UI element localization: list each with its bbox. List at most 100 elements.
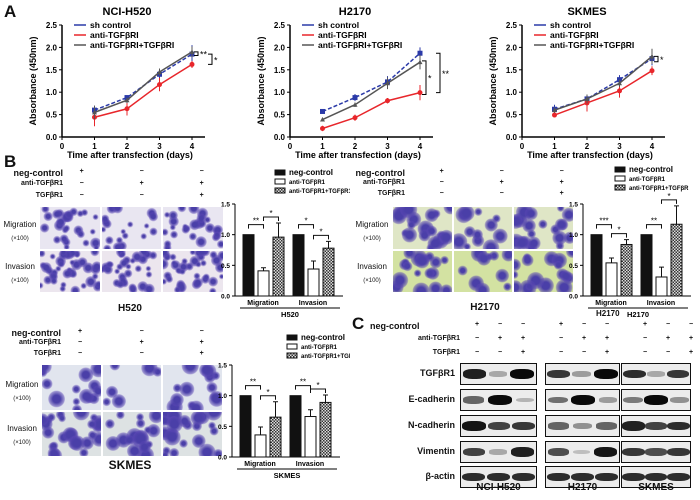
y-tick-label: 0.5 — [218, 424, 227, 431]
y-tick-label: 2.5 — [46, 21, 58, 30]
band — [667, 421, 690, 431]
band — [669, 397, 690, 403]
error-bar — [273, 401, 278, 418]
condition-mark: + — [77, 328, 83, 335]
x-tick-label: 2 — [585, 142, 590, 151]
condition-mark: − — [77, 339, 83, 346]
significance-label: * — [316, 381, 319, 390]
micrograph-migration — [101, 207, 162, 249]
bar-chart-skmes: 0.00.51.01.5***Migration** *InvasionSKMES… — [218, 333, 350, 480]
label: Migration — [355, 220, 389, 229]
condition-label: anti-TGFβR1 — [19, 339, 61, 346]
band — [512, 472, 535, 482]
significance-label: * — [617, 226, 620, 235]
condition-mark: − — [139, 192, 144, 199]
condition-label: TGFβR1 — [377, 190, 405, 197]
micrograph-migration — [42, 365, 101, 410]
data-point — [617, 80, 622, 86]
band — [644, 395, 669, 405]
micrograph-migration — [393, 207, 452, 249]
blot-actin — [460, 466, 537, 488]
micrograph-migration — [163, 365, 222, 410]
significance-bracket — [295, 385, 311, 390]
y-axis-label: Absorbance (450nm) — [28, 36, 38, 125]
micrograph-migration — [163, 207, 223, 249]
data-point — [189, 61, 195, 67]
band — [666, 369, 690, 379]
significance-bracket — [436, 52, 441, 94]
bar-negcontrol — [590, 234, 603, 297]
band — [488, 421, 511, 431]
condition-mark: − — [688, 321, 694, 328]
error-bar — [276, 222, 281, 238]
series-line-2 — [554, 55, 653, 111]
condition-label: TGFβR1 — [35, 192, 63, 199]
significance-bracket — [422, 60, 427, 95]
bar-antitgfr — [655, 276, 668, 297]
band — [571, 395, 596, 405]
band — [512, 421, 535, 431]
micrographs-h520 — [40, 207, 223, 292]
data-point — [385, 98, 390, 104]
bar-antitgfr — [254, 434, 267, 458]
bar-negcontrol — [289, 395, 302, 458]
band — [487, 395, 512, 405]
legend-swatch — [614, 166, 626, 173]
x-tick-label: 4 — [190, 142, 195, 151]
significance-label: ** — [253, 217, 259, 226]
condition-mark: + — [139, 180, 144, 187]
micrograph-invasion — [514, 250, 573, 292]
legend-swatch — [286, 352, 298, 359]
significance-bracket — [194, 51, 199, 56]
data-point — [352, 102, 358, 107]
band — [644, 472, 668, 482]
y-tick-label: 2.0 — [274, 43, 286, 52]
micrograph-invasion — [163, 411, 222, 456]
data-point — [417, 59, 423, 65]
y-axis-label: Absorbance (450nm) — [488, 36, 498, 125]
condition-label: TGFβR1 — [33, 350, 61, 357]
row-label-migration: Migration (×100) — [2, 380, 42, 402]
legend-label: anti-TGFβRI+TGFβRI — [318, 40, 402, 50]
error-bar — [624, 239, 629, 245]
blot-tgfr1 — [621, 363, 691, 385]
band — [622, 447, 645, 457]
condition-mark: + — [581, 335, 587, 342]
significance-label: * — [319, 227, 322, 236]
band — [598, 397, 618, 403]
condition-mark: − — [199, 328, 204, 335]
data-point — [649, 68, 655, 74]
band — [547, 396, 569, 404]
band — [515, 397, 534, 403]
data-point — [584, 96, 590, 101]
condition-mark: − — [139, 328, 144, 335]
band — [462, 472, 485, 482]
x-axis-label: Time after transfection (days) — [527, 150, 653, 160]
micrographs-skmes — [42, 365, 222, 456]
condition-mark: − — [558, 349, 564, 356]
significance-bracket — [654, 55, 659, 63]
error-bar — [308, 409, 313, 417]
condition-mark: − — [497, 321, 503, 328]
series-line-0 — [94, 53, 193, 111]
blot-ecadherin — [621, 389, 691, 411]
legend-label: anti-TGFβRI+TGFβRI — [90, 40, 174, 50]
legend-swatch — [614, 184, 626, 191]
condition-mark: − — [665, 349, 671, 356]
error-bar — [609, 257, 614, 263]
condition-label: neg-control — [370, 321, 420, 331]
magnification: (×100) — [13, 440, 31, 446]
legend-swatch — [286, 334, 298, 341]
significance-label: ** — [300, 378, 306, 387]
x-tick-label: 2 — [353, 142, 358, 151]
row-label-invasion: Invasion (×100) — [352, 262, 392, 284]
bar-antitgfr — [605, 262, 618, 297]
blot-tgfr1 — [460, 363, 537, 385]
x-axis-label: Time after transfection (days) — [67, 150, 193, 160]
micrograph-migration — [453, 207, 513, 249]
magnification: (×100) — [13, 396, 31, 402]
data-point — [617, 88, 622, 94]
blot-tgfr1 — [545, 363, 620, 385]
band — [548, 422, 569, 430]
legend-swatch — [274, 178, 286, 185]
